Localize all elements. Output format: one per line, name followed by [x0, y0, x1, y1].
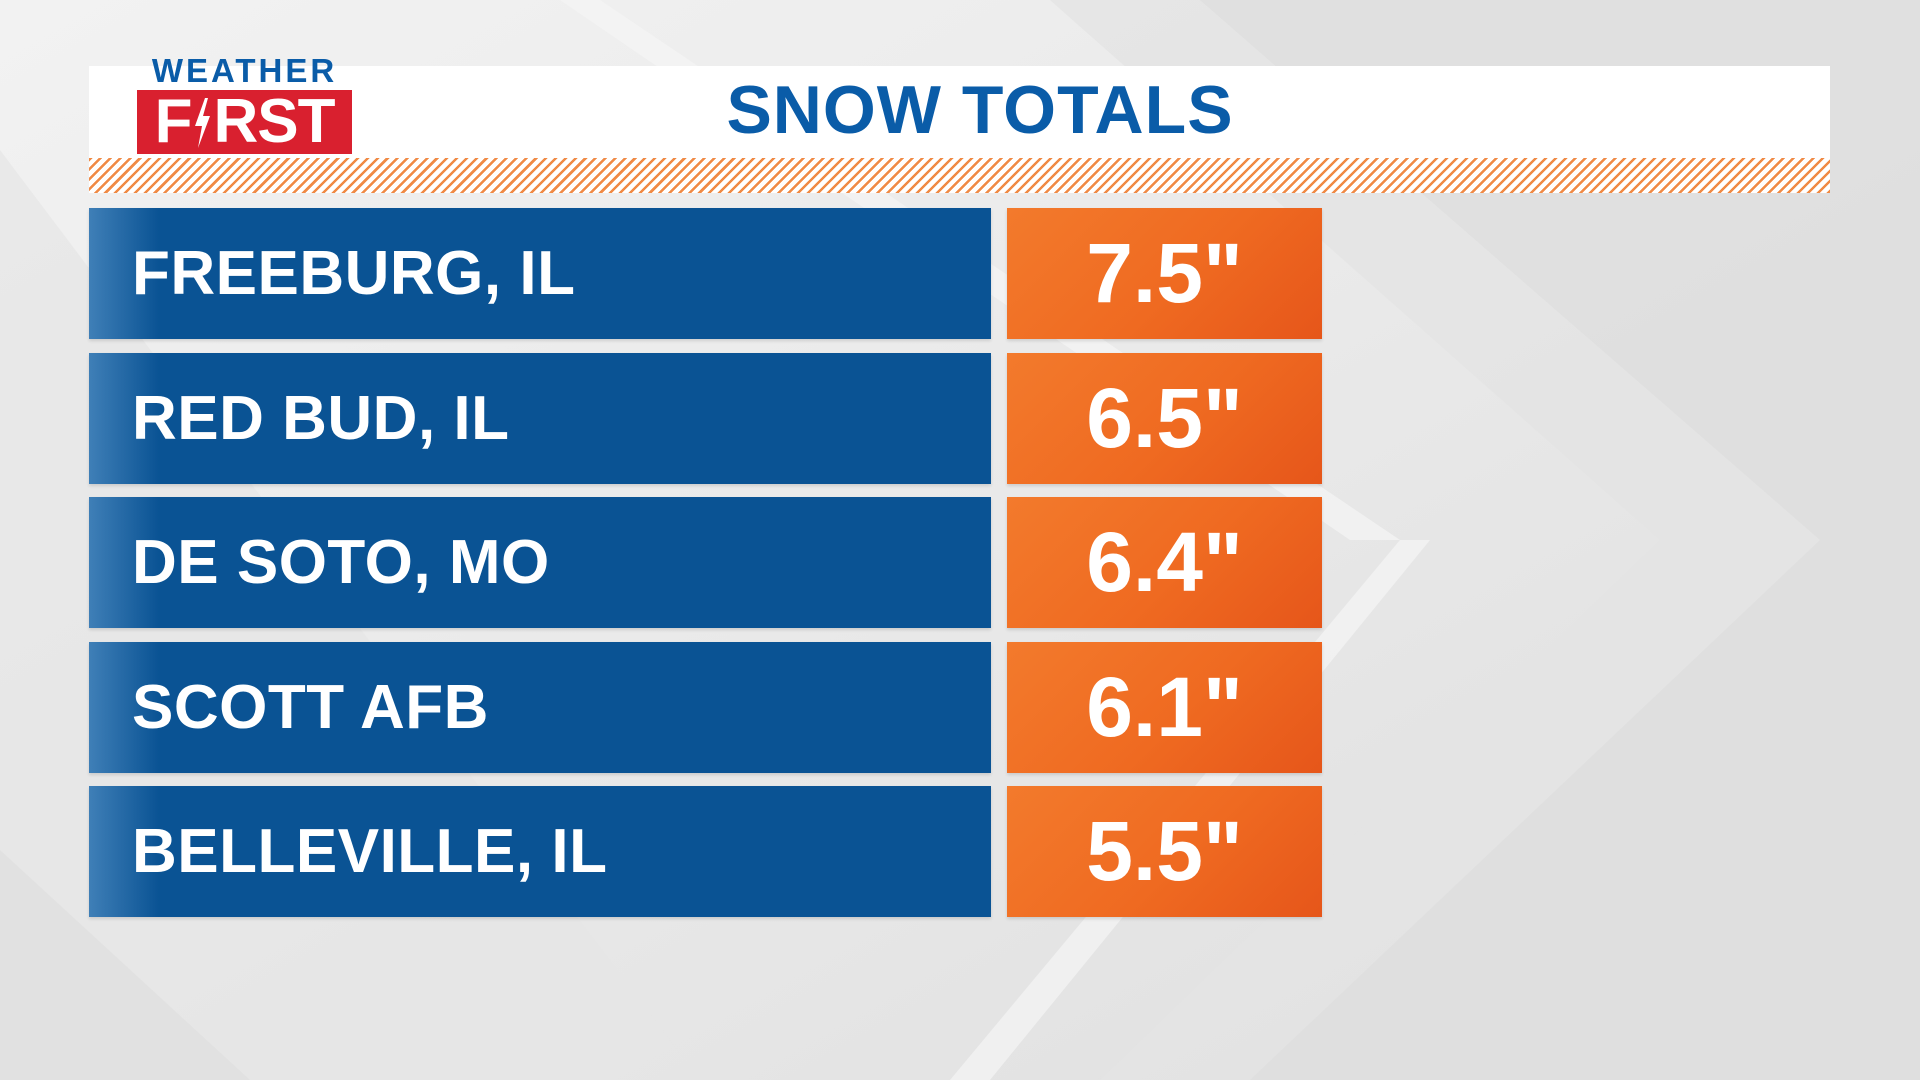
snow-amount-box: 7.5"	[1007, 208, 1322, 339]
location-name: FREEBURG, IL	[132, 239, 576, 308]
location-name: RED BUD, IL	[132, 384, 510, 453]
snow-amount-box: 5.5"	[1007, 786, 1322, 917]
page-title: SNOW TOTALS	[726, 72, 1234, 148]
logo-first-text-left: F	[154, 87, 193, 156]
location-name: SCOTT AFB	[132, 673, 489, 742]
location-bar: RED BUD, IL	[89, 353, 991, 484]
snow-amount: 5.5"	[1086, 804, 1243, 898]
title-bar	[89, 66, 1830, 158]
snow-amount-box: 6.4"	[1007, 497, 1322, 628]
snow-amount: 6.4"	[1086, 515, 1243, 609]
location-bar: FREEBURG, IL	[89, 208, 991, 339]
snow-amount-box: 6.5"	[1007, 353, 1322, 484]
location-name: BELLEVILLE, IL	[132, 817, 608, 886]
location-bar: SCOTT AFB	[89, 642, 991, 773]
logo-weather-text: WEATHER	[151, 52, 338, 89]
snow-amount: 6.1"	[1086, 660, 1243, 754]
location-name: DE SOTO, MO	[132, 528, 550, 597]
logo-first-box: F RST	[137, 90, 352, 154]
weather-first-logo: WEATHER F RST	[137, 54, 352, 154]
snow-amount-box: 6.1"	[1007, 642, 1322, 773]
location-bar: DE SOTO, MO	[89, 497, 991, 628]
snow-amount: 7.5"	[1086, 226, 1243, 320]
lightning-bolt-icon	[195, 98, 211, 148]
title-bar-hatch-stripe	[89, 158, 1830, 193]
location-bar: BELLEVILLE, IL	[89, 786, 991, 917]
snow-amount: 6.5"	[1086, 371, 1243, 465]
logo-first-text-right: RST	[213, 87, 335, 156]
